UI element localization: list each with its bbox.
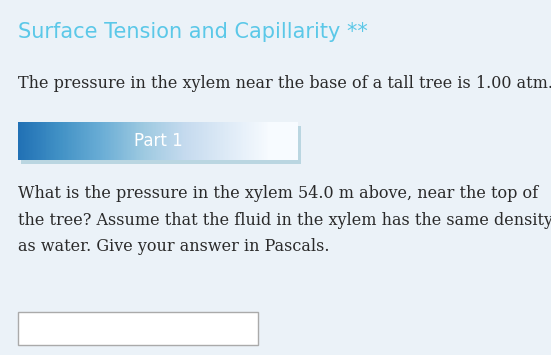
Text: as water. Give your answer in Pascals.: as water. Give your answer in Pascals. bbox=[18, 238, 329, 255]
FancyBboxPatch shape bbox=[144, 122, 298, 160]
Text: the tree? Assume that the fluid in the xylem has the same density: the tree? Assume that the fluid in the x… bbox=[18, 212, 551, 229]
FancyBboxPatch shape bbox=[21, 126, 301, 164]
Text: Surface Tension and Capillarity **: Surface Tension and Capillarity ** bbox=[18, 22, 368, 42]
FancyBboxPatch shape bbox=[18, 312, 258, 345]
Text: What is the pressure in the xylem 54.0 m above, near the top of: What is the pressure in the xylem 54.0 m… bbox=[18, 185, 538, 202]
Text: The pressure in the xylem near the base of a tall tree is 1.00 atm.: The pressure in the xylem near the base … bbox=[18, 75, 551, 92]
Text: Part 1: Part 1 bbox=[134, 132, 182, 150]
FancyBboxPatch shape bbox=[18, 122, 144, 160]
